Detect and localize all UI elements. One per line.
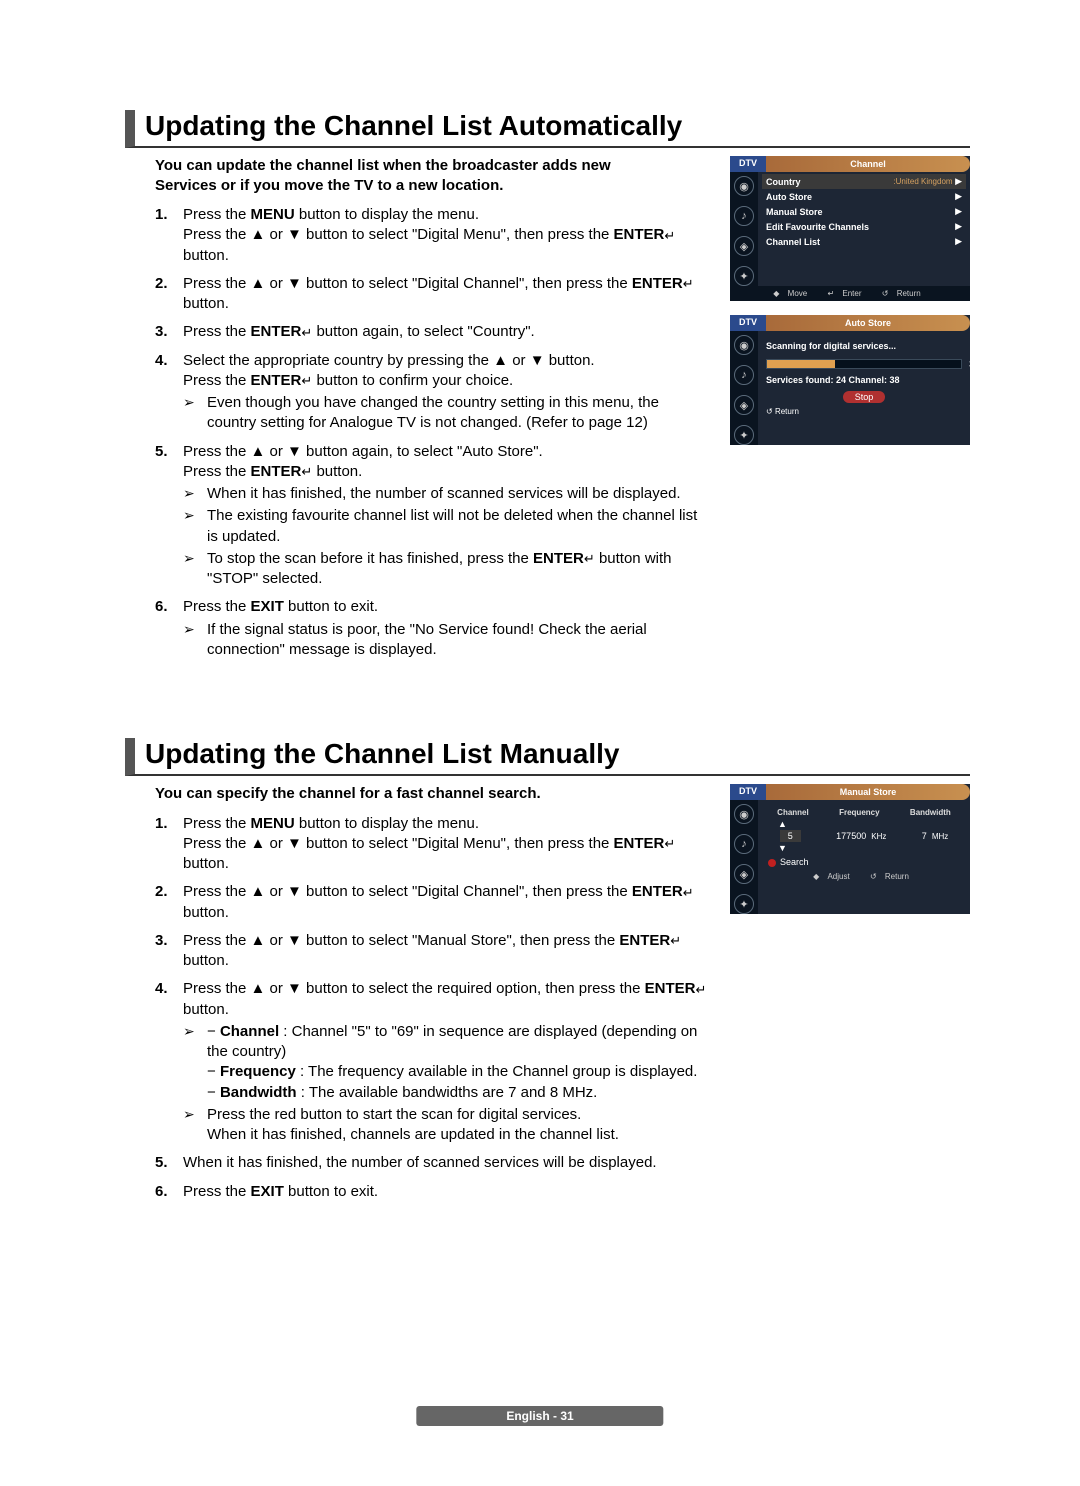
section1-heading: Updating the Channel List Automatically <box>125 110 970 148</box>
step-note: Even though you have changed the country… <box>183 393 712 434</box>
step-item: 5.Press the ▲ or ▼ button again, to sele… <box>155 442 712 590</box>
dtv-tag: DTV <box>730 784 766 800</box>
dtv-tag: DTV <box>730 156 766 172</box>
osd-channel-menu: DTV Channel ◉ ♪ ◈ ✦ Country:United Kingd… <box>730 156 970 301</box>
osd-title: Auto Store <box>766 315 970 331</box>
step-item: 6.Press the EXIT button to exit. <box>155 1182 712 1202</box>
osd-footer: ◆ Move ↵ Enter ↺ Return <box>730 286 970 301</box>
picture-icon: ◉ <box>734 176 754 196</box>
channel-icon: ◈ <box>734 236 754 256</box>
osd-auto-store: DTV Auto Store ◉ ♪ ◈ ✦ Scanning for digi… <box>730 315 970 445</box>
step-note: To stop the scan before it has finished,… <box>183 549 712 590</box>
step-item: 2.Press the ▲ or ▼ button to select "Dig… <box>155 882 712 923</box>
setup-icon: ✦ <box>734 894 754 914</box>
osd-icon-column: ◉ ♪ ◈ ✦ <box>730 800 758 914</box>
menu-row[interactable]: Channel List ▶ <box>762 234 966 249</box>
menu-row[interactable]: Auto Store ▶ <box>762 189 966 204</box>
section1-intro: You can update the channel list when the… <box>155 156 615 195</box>
step-item: 3.Press the ▲ or ▼ button to select "Man… <box>155 931 712 972</box>
scanning-text: Scanning for digital services... <box>766 341 962 351</box>
step-note: The existing favourite channel list will… <box>183 506 712 547</box>
red-button-icon <box>768 859 776 867</box>
channel-icon: ◈ <box>734 864 754 884</box>
channel-icon: ◈ <box>734 395 754 415</box>
step-note: Press the red button to start the scan f… <box>183 1105 712 1146</box>
step-note: When it has finished, the number of scan… <box>183 484 712 504</box>
sound-icon: ♪ <box>734 206 754 226</box>
step-item: 1.Press the MENU button to display the m… <box>155 814 712 875</box>
osd-title: Manual Store <box>766 784 970 800</box>
step-item: 4.Press the ▲ or ▼ button to select the … <box>155 979 712 1145</box>
section2-heading: Updating the Channel List Manually <box>125 738 970 776</box>
osd-icon-column: ◉ ♪ ◈ ✦ <box>730 172 758 286</box>
menu-row[interactable]: Edit Favourite Channels ▶ <box>762 219 966 234</box>
services-found: Services found: 24 Channel: 38 <box>766 375 962 385</box>
progress-percent: 35% <box>969 359 987 369</box>
step-item: 5.When it has finished, the number of sc… <box>155 1153 712 1173</box>
dtv-tag: DTV <box>730 315 766 331</box>
setup-icon: ✦ <box>734 425 754 445</box>
section2-steps: 1.Press the MENU button to display the m… <box>155 814 712 1202</box>
channel-value: 5 <box>780 830 801 842</box>
menu-row[interactable]: Manual Store ▶ <box>762 204 966 219</box>
progress-bar: 35% <box>766 359 962 369</box>
osd-manual-store: DTV Manual Store ◉ ♪ ◈ ✦ Channel <box>730 784 970 914</box>
setup-icon: ✦ <box>734 266 754 286</box>
osd-menu-list: Country:United Kingdom ▶Auto Store ▶Manu… <box>758 172 970 286</box>
section1-steps: 1.Press the MENU button to display the m… <box>155 205 712 660</box>
step-item: 6.Press the EXIT button to exit.If the s… <box>155 597 712 660</box>
sound-icon: ♪ <box>734 834 754 854</box>
manual-table-values: 5 177500 KHz 7 MHz <box>762 829 966 843</box>
step-item: 3.Press the ENTER↵ button again, to sele… <box>155 322 712 342</box>
stop-button[interactable]: Stop <box>843 391 886 403</box>
osd-icon-column: ◉ ♪ ◈ ✦ <box>730 331 758 445</box>
manual-table-header: Channel Frequency Bandwidth <box>762 806 966 819</box>
osd-title: Channel <box>766 156 970 172</box>
step-note: If the signal status is poor, the "No Se… <box>183 620 712 661</box>
step-note: − Channel : Channel "5" to "69" in seque… <box>183 1022 712 1103</box>
section2-intro: You can specify the channel for a fast c… <box>155 784 615 804</box>
picture-icon: ◉ <box>734 335 754 355</box>
sound-icon: ♪ <box>734 365 754 385</box>
menu-row[interactable]: Country:United Kingdom ▶ <box>762 174 966 189</box>
step-item: 2.Press the ▲ or ▼ button to select "Dig… <box>155 274 712 315</box>
step-item: 4.Select the appropriate country by pres… <box>155 351 712 434</box>
page-footer: English - 31 <box>416 1406 663 1426</box>
search-row[interactable]: Search <box>762 853 966 869</box>
picture-icon: ◉ <box>734 804 754 824</box>
step-item: 1.Press the MENU button to display the m… <box>155 205 712 266</box>
